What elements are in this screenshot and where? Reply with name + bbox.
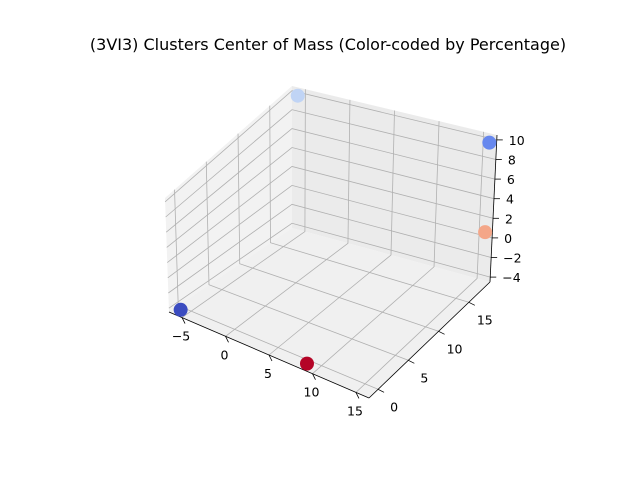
z-gridline <box>167 166 494 263</box>
x-tick-label: 10 <box>304 385 320 400</box>
y-tick-label: 15 <box>477 312 493 327</box>
z-tick-label: 4 <box>506 192 514 207</box>
z-tick-label: 0 <box>504 231 512 246</box>
y-gridline <box>269 105 469 303</box>
y-tick-label: 5 <box>420 370 428 385</box>
z-tick-label: −2 <box>503 251 521 266</box>
x-tick-mark <box>355 392 360 399</box>
x-gridline <box>355 131 485 393</box>
z-tick-label: 8 <box>508 153 516 168</box>
x-tick-label: 15 <box>347 403 363 418</box>
z-gridline <box>164 90 497 203</box>
y-tick-label: 0 <box>390 399 398 414</box>
x-tick-mark <box>268 354 273 362</box>
data-point <box>173 302 188 317</box>
z-tick-label: 6 <box>507 172 515 187</box>
x-tick-mark <box>225 336 229 343</box>
axis-lines <box>168 134 503 399</box>
z-tick-label: −4 <box>502 270 520 285</box>
z-gridline <box>165 109 496 218</box>
x-tick-mark <box>181 317 186 324</box>
z-gridline <box>168 222 491 309</box>
back-pane <box>292 86 497 282</box>
y-gridline <box>205 161 409 361</box>
y-tick-mark <box>438 330 445 335</box>
tick-labels: −5 0 5 10 15 0 5 10 15 −4 −2 0 2 4 6 8 10 <box>172 133 525 418</box>
data-point <box>290 88 305 103</box>
z-tick-label: 10 <box>509 133 525 148</box>
y-gridline <box>237 133 439 332</box>
x-gridline <box>268 110 395 356</box>
y-tick-label: 10 <box>447 341 463 356</box>
x-tick-label: 0 <box>221 347 229 362</box>
x-tick-label: 5 <box>264 366 272 381</box>
z-tick-label: 2 <box>505 211 513 226</box>
data-point <box>482 135 497 150</box>
data-point <box>299 356 314 371</box>
left-pane <box>165 86 292 312</box>
z-gridline <box>165 128 495 233</box>
data-points <box>173 88 497 371</box>
data-point <box>478 225 493 240</box>
x-tick-mark <box>312 373 316 380</box>
x-gridline <box>312 121 440 374</box>
x-tick-label: −5 <box>172 329 190 344</box>
y-tick-mark <box>408 359 415 364</box>
z-gridline <box>166 147 495 248</box>
grid-lines <box>164 89 497 393</box>
chart-title: (3VI3) Clusters Center of Mass (Color-co… <box>90 35 566 54</box>
x-gridline <box>225 99 351 337</box>
y-tick-mark <box>377 388 385 393</box>
x-gridline <box>181 89 306 318</box>
z-gridline <box>167 184 493 279</box>
y-axis-line <box>368 281 491 399</box>
z-gridline <box>168 203 492 294</box>
y-tick-mark <box>468 301 476 306</box>
